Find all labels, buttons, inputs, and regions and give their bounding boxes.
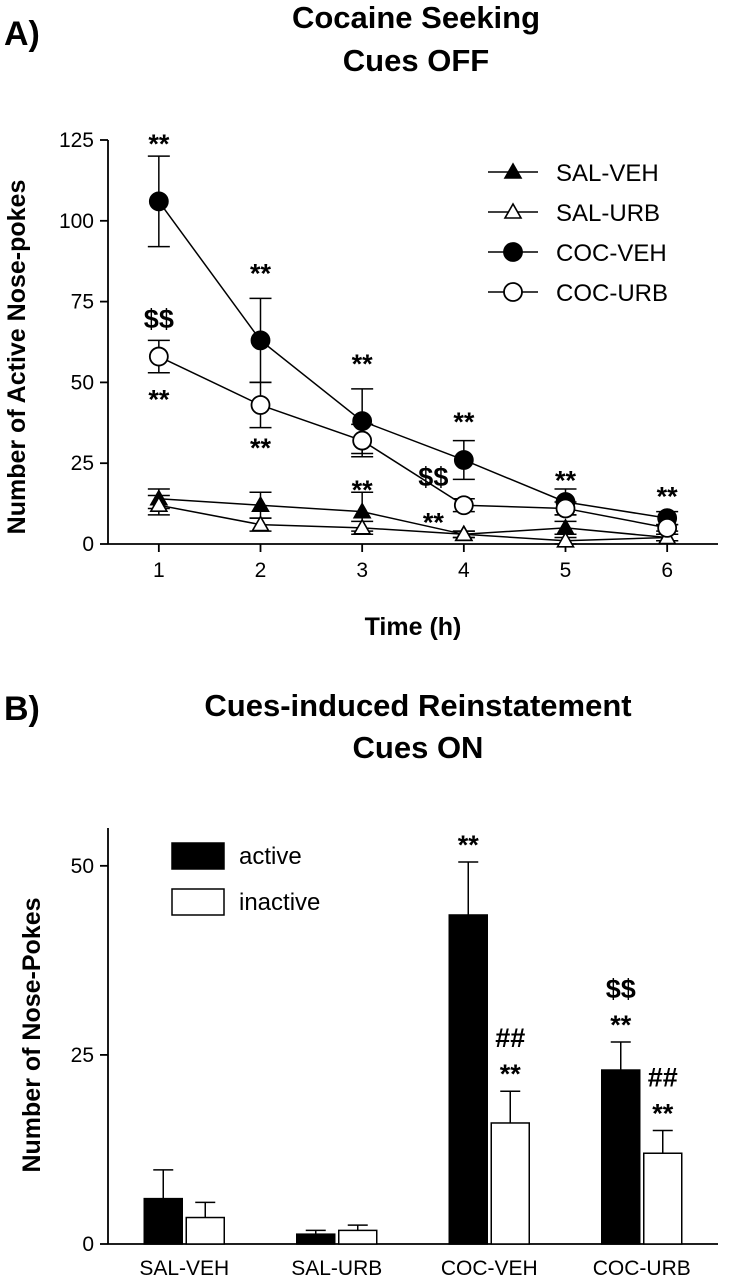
significance-mark: ## — [495, 1023, 525, 1053]
legend-swatch-active — [171, 842, 225, 870]
point-sal-urb — [149, 495, 169, 513]
panel-a-y-tick-label: 0 — [82, 533, 94, 556]
significance-mark: ** — [352, 349, 374, 379]
panel-b-annotations: ** ## ** $$ ** ## ** — [458, 830, 678, 1129]
point-coc-veh — [148, 191, 169, 212]
significance-mark: ** — [148, 385, 170, 415]
panel-a-x-tick-label: 1 — [153, 559, 165, 582]
panel-a-title-line1: Cocaine Seeking — [292, 0, 540, 35]
point-sal-urb — [251, 514, 270, 532]
series-line-coc-veh — [158, 200, 668, 519]
point-coc-urb — [148, 346, 169, 367]
significance-mark: ** — [423, 507, 445, 537]
significance-mark: ** — [453, 407, 475, 437]
point-coc-veh — [453, 450, 474, 470]
legend-marker — [503, 242, 523, 262]
significance-mark: $$ — [418, 462, 448, 492]
legend-label: SAL-URB — [556, 200, 660, 227]
panel-b-x-tick-label: SAL-VEH — [139, 1257, 229, 1280]
panel-a-x-tick-label: 3 — [356, 559, 368, 582]
significance-mark: $$ — [144, 304, 174, 334]
bar-active — [296, 1233, 336, 1245]
point-coc-veh — [352, 411, 373, 432]
panel-b-axes: 0 25 50 SAL-VEH SAL-URB COC-VEH COC-URB — [71, 828, 718, 1280]
significance-mark: ## — [648, 1063, 678, 1093]
point-sal-veh — [251, 495, 270, 513]
legend-swatch-inactive — [171, 888, 225, 916]
panel-a-x-axis-title: Time (h) — [365, 613, 462, 641]
significance-mark: ** — [352, 475, 374, 505]
panel-a-series — [147, 155, 679, 548]
panel-a-y-axis-title: Number of Active Nose-pokes — [3, 180, 31, 535]
panel-a-y-tick-label: 100 — [59, 210, 94, 233]
bar-inactive — [338, 1229, 378, 1245]
panel-b-y-axis-title: Number of Nose-Pokes — [18, 897, 46, 1172]
panel-a-axes: 0 25 50 75 100 125 1 2 3 4 5 6 — [59, 129, 718, 582]
panel-a-y-tick-label: 75 — [71, 291, 94, 314]
series-line-sal-urb — [158, 504, 668, 542]
bar-active — [601, 1069, 641, 1245]
significance-mark: ** — [148, 129, 170, 159]
bar-active — [143, 1197, 183, 1245]
significance-mark: $$ — [606, 974, 636, 1004]
panel-b-x-tick-label: COC-URB — [593, 1257, 691, 1280]
point-coc-urb — [352, 430, 373, 451]
panel-b-legend: active inactive — [171, 842, 320, 916]
point-sal-urb — [454, 524, 474, 542]
point-coc-veh — [250, 330, 271, 351]
legend-label: inactive — [239, 889, 320, 916]
series-line-coc-urb — [158, 355, 668, 529]
panel-a-x-tick-label: 5 — [560, 559, 572, 582]
panel-a-y-tick-label: 50 — [71, 371, 94, 394]
legend-label: COC-URB — [556, 280, 668, 307]
point-sal-urb — [352, 518, 372, 535]
panel-b-y-tick-label: 50 — [71, 855, 94, 878]
significance-mark: ** — [652, 1099, 674, 1129]
point-sal-urb — [556, 531, 575, 548]
significance-mark: ** — [657, 482, 679, 512]
series-line-sal-veh — [158, 498, 668, 539]
significance-mark: ** — [610, 1010, 632, 1040]
panel-b-y-tick-label: 25 — [71, 1044, 94, 1067]
point-coc-urb — [555, 498, 576, 519]
significance-mark: ** — [500, 1059, 522, 1089]
panel-b-title-line2: Cues ON — [353, 730, 484, 765]
bar-active — [448, 914, 488, 1245]
legend-label: SAL-VEH — [556, 160, 659, 187]
legend-marker — [503, 282, 523, 302]
panel-a-annotations: **$$************$$****** — [144, 129, 678, 537]
panel-a-y-tick-label: 25 — [71, 452, 94, 475]
panel-a-legend: SAL-VEH SAL-URB COC-VEH COC-URB — [488, 160, 668, 307]
significance-mark: ** — [250, 433, 272, 463]
panel-b-x-tick-label: COC-VEH — [441, 1257, 538, 1280]
point-coc-urb — [657, 517, 678, 538]
panel-b-bars — [143, 861, 683, 1245]
panel-a-label: A) — [4, 15, 40, 53]
legend-marker — [503, 162, 523, 179]
point-coc-urb — [453, 495, 474, 516]
panel-a-x-tick-label: 2 — [255, 559, 267, 582]
panel-a-y-tick-label: 125 — [59, 129, 94, 152]
bar-inactive — [490, 1122, 530, 1245]
panel-a-x-tick-label: 4 — [458, 559, 470, 582]
panel-a-title-line2: Cues OFF — [343, 43, 489, 78]
point-sal-veh — [352, 502, 372, 519]
panel-b: B) Cues-induced Reinstatement Cues ON Nu… — [4, 688, 718, 1280]
significance-mark: ** — [250, 259, 272, 289]
significance-mark: ** — [458, 830, 480, 860]
panel-b-y-tick-label: 0 — [82, 1233, 94, 1256]
panel-b-x-tick-label: SAL-URB — [291, 1257, 382, 1280]
significance-mark: ** — [555, 465, 577, 495]
legend-marker — [503, 202, 523, 219]
legend-label: active — [239, 843, 302, 870]
panel-a-x-tick-label: 6 — [661, 559, 673, 582]
panel-a: A) Cocaine Seeking Cues OFF Number of Ac… — [3, 0, 718, 641]
point-coc-urb — [250, 395, 271, 415]
legend-label: COC-VEH — [556, 240, 667, 267]
bar-inactive — [643, 1152, 683, 1245]
panel-b-label: B) — [4, 690, 40, 728]
panel-b-title-line1: Cues-induced Reinstatement — [204, 688, 631, 723]
bar-inactive — [185, 1216, 225, 1245]
